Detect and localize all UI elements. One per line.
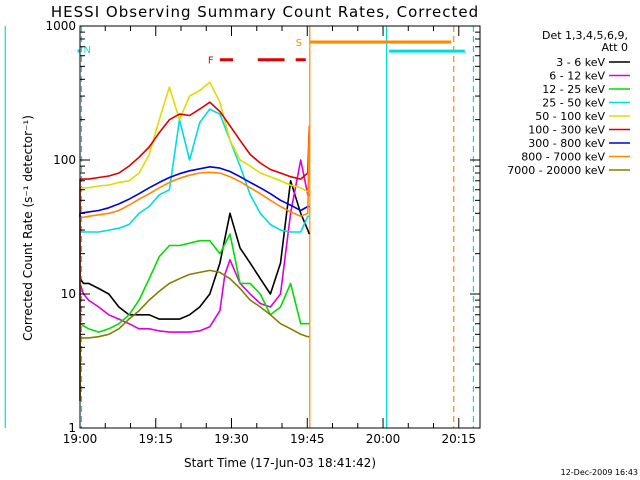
x-tick-label: 19:00: [63, 432, 98, 446]
legend-header: Att 0: [602, 41, 628, 54]
y-tick-label: 100: [53, 153, 76, 167]
series-line-3: [79, 108, 310, 401]
legend-entry: 7000 - 20000 keV: [507, 164, 605, 177]
series-line-4: [79, 81, 310, 401]
y-axis-label: Corrected Count Rate (s⁻¹ detector⁻¹): [21, 115, 35, 341]
legend-entry: 300 - 800 keV: [528, 137, 605, 150]
overlay-boundaries: [4, 26, 475, 428]
plot-frame: [79, 25, 481, 429]
footer-timestamp: 12-Dec-2009 16:43: [561, 468, 638, 477]
x-tick-label: 19:45: [290, 432, 325, 446]
legend-entry: 12 - 25 keV: [542, 83, 605, 96]
saa-label: S: [296, 38, 302, 49]
series-line-7: [79, 125, 311, 401]
y-tick-label: 1: [68, 421, 76, 435]
x-tick-label: 19:30: [214, 432, 249, 446]
series-line-8: [79, 269, 310, 401]
legend-entry: 3 - 6 keV: [556, 56, 605, 69]
legend-entry: 100 - 300 keV: [528, 124, 605, 137]
legend-header: Det 1,3,4,5,6,9,: [542, 29, 628, 42]
legend-entry: 800 - 7000 keV: [521, 151, 605, 164]
x-axis-label: Start Time (17-Jun-03 18:41:42): [184, 456, 376, 470]
legend-entry: 6 - 12 keV: [549, 70, 605, 83]
night-label: N: [83, 45, 90, 56]
overlay-bars: N S F: [77, 38, 465, 67]
x-tick-label: 19:15: [138, 432, 173, 446]
x-tick-label: 20:15: [441, 432, 476, 446]
series-line-6: [79, 166, 310, 401]
series-line-5: [79, 101, 311, 401]
flare-label: F: [208, 56, 214, 67]
y-tick-label: 10: [61, 287, 76, 301]
chart-title: HESSI Observing Summary Count Rates, Cor…: [51, 3, 479, 21]
legend-entry: 50 - 100 keV: [535, 110, 605, 123]
x-tick-label: 20:00: [366, 432, 401, 446]
axis-ticks: 19:00 19:15 19:30 19:45 20:00 20:15 1 10 100 1000: [45, 19, 480, 446]
legend-entry: 25 - 50 keV: [542, 97, 605, 110]
y-tick-label: 1000: [45, 19, 76, 33]
